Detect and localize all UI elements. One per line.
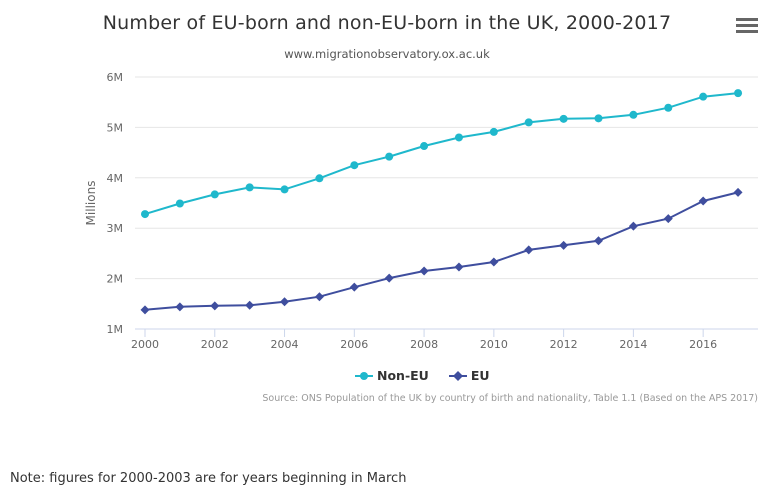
data-point-non-eu[interactable] — [141, 210, 149, 219]
data-point-non-eu[interactable] — [489, 127, 498, 136]
chart-legend: Non-EU EU — [355, 368, 490, 383]
data-point-eu[interactable] — [140, 305, 150, 315]
data-point-non-eu[interactable] — [385, 152, 394, 161]
data-point-eu[interactable] — [175, 302, 185, 312]
series — [140, 89, 743, 315]
data-point-eu[interactable] — [594, 236, 604, 246]
data-point-eu[interactable] — [349, 282, 359, 292]
chart-menu-button[interactable] — [736, 18, 758, 38]
data-point-non-eu[interactable] — [350, 161, 359, 170]
x-tick-label: 2010 — [480, 338, 508, 351]
data-point-eu[interactable] — [524, 245, 534, 255]
legend-item-eu[interactable]: EU — [448, 368, 490, 383]
data-point-non-eu[interactable] — [699, 92, 708, 101]
data-point-non-eu[interactable] — [315, 174, 324, 183]
data-point-eu[interactable] — [280, 297, 290, 307]
x-tick-label: 2004 — [271, 338, 299, 351]
data-point-eu[interactable] — [454, 262, 464, 272]
line-chart: 1M 2M 3M 4M 5M 6M 2000 2002 2004 2006 2008 2010 2012… — [84, 71, 758, 351]
data-point-eu[interactable] — [628, 221, 638, 231]
legend-label: Non-EU — [377, 368, 429, 383]
series-line-non-eu — [144, 92, 739, 216]
x-tick-label: 2006 — [340, 338, 368, 351]
legend-label: EU — [470, 368, 490, 383]
x-tick-label: 2000 — [131, 338, 159, 351]
source-credit: Source: ONS Population of the UK by coun… — [262, 393, 758, 404]
data-point-non-eu[interactable] — [175, 199, 184, 208]
legend-diamond-marker-icon — [448, 370, 467, 381]
y-tick-label: 2M — [107, 273, 124, 286]
series-line-eu — [144, 191, 739, 311]
data-point-eu[interactable] — [314, 292, 324, 302]
data-point-eu[interactable] — [245, 300, 255, 310]
hamburger-menu-icon — [736, 24, 758, 27]
y-tick-label: 1M — [107, 323, 124, 336]
data-point-non-eu[interactable] — [629, 110, 638, 119]
data-point-eu[interactable] — [384, 273, 394, 283]
data-point-eu[interactable] — [663, 214, 673, 224]
y-axis-label: Millions — [84, 181, 98, 226]
chart-subtitle: www.migrationobservatory.ox.ac.uk — [284, 47, 490, 61]
data-point-non-eu[interactable] — [734, 89, 743, 98]
y-tick-label: 3M — [107, 222, 124, 235]
data-point-non-eu[interactable] — [594, 114, 603, 123]
data-point-non-eu[interactable] — [454, 133, 463, 142]
data-point-eu[interactable] — [419, 266, 429, 276]
data-point-non-eu[interactable] — [664, 103, 673, 112]
legend-circle-marker-icon — [355, 371, 373, 380]
data-point-eu[interactable] — [210, 301, 220, 311]
hamburger-menu-icon — [736, 18, 758, 21]
data-point-eu[interactable] — [733, 187, 743, 197]
hamburger-menu-icon — [736, 30, 758, 33]
data-point-non-eu[interactable] — [210, 190, 219, 199]
y-tick-label: 5M — [107, 121, 124, 134]
data-point-eu[interactable] — [698, 196, 708, 206]
data-point-eu[interactable] — [559, 240, 569, 250]
x-tick-label: 2012 — [550, 338, 578, 351]
x-tick-label: 2016 — [689, 338, 717, 351]
data-point-non-eu[interactable] — [559, 114, 568, 123]
data-point-non-eu[interactable] — [420, 142, 429, 151]
chart-note: Note: figures for 2000-2003 are for year… — [10, 471, 407, 486]
data-point-eu[interactable] — [489, 257, 499, 267]
data-point-non-eu[interactable] — [280, 185, 289, 194]
y-tick-label: 4M — [107, 172, 124, 185]
chart-title: Number of EU-born and non-EU-born in the… — [102, 12, 672, 34]
x-tick-label: 2008 — [410, 338, 438, 351]
y-tick-label: 6M — [107, 71, 124, 84]
x-tick-label: 2002 — [201, 338, 229, 351]
grid-lines — [135, 76, 758, 330]
data-point-non-eu[interactable] — [524, 118, 533, 127]
data-point-non-eu[interactable] — [245, 183, 254, 192]
legend-item-non-eu[interactable]: Non-EU — [355, 368, 429, 383]
axes: 1M 2M 3M 4M 5M 6M 2000 2002 2004 2006 2008 2010 2012… — [107, 71, 758, 351]
x-tick-label: 2014 — [619, 338, 647, 351]
